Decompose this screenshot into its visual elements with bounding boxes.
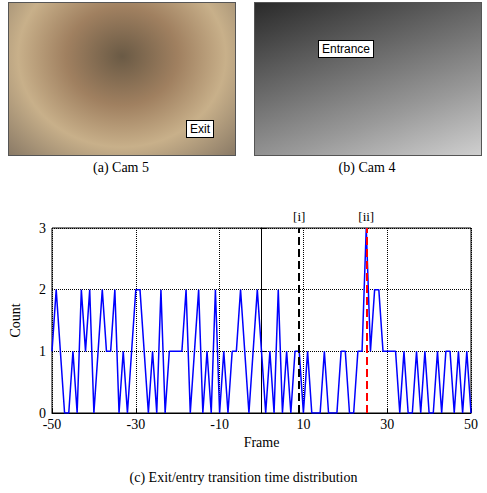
html-text:(b) Cam 4: (b) Cam 4 [338, 160, 396, 175]
svg-text:Count: Count [8, 303, 23, 337]
svg-text:50: 50 [464, 417, 478, 432]
svg-text:3: 3 [39, 221, 46, 236]
svg-text:[i]: [i] [293, 209, 305, 224]
svg-text:1: 1 [39, 344, 46, 359]
svg-text:-10: -10 [210, 417, 229, 432]
svg-text:-30: -30 [126, 417, 145, 432]
svg-text:2: 2 [39, 282, 46, 297]
html-text:Exit: Exit [190, 122, 210, 136]
html-text:Entrance: Entrance [322, 42, 370, 56]
svg-text:0: 0 [39, 405, 46, 421]
svg-text:[ii]: [ii] [358, 209, 374, 224]
svg-text:30: 30 [380, 417, 394, 432]
svg-text:Frame: Frame [244, 435, 280, 450]
html-text:(a) Cam 5: (a) Cam 5 [93, 160, 149, 175]
svg-text:(c) Exit/entry transition time: (c) Exit/entry transition time distribut… [130, 470, 358, 486]
svg-text:-50: -50 [43, 417, 62, 432]
svg-text:10: 10 [296, 417, 310, 432]
